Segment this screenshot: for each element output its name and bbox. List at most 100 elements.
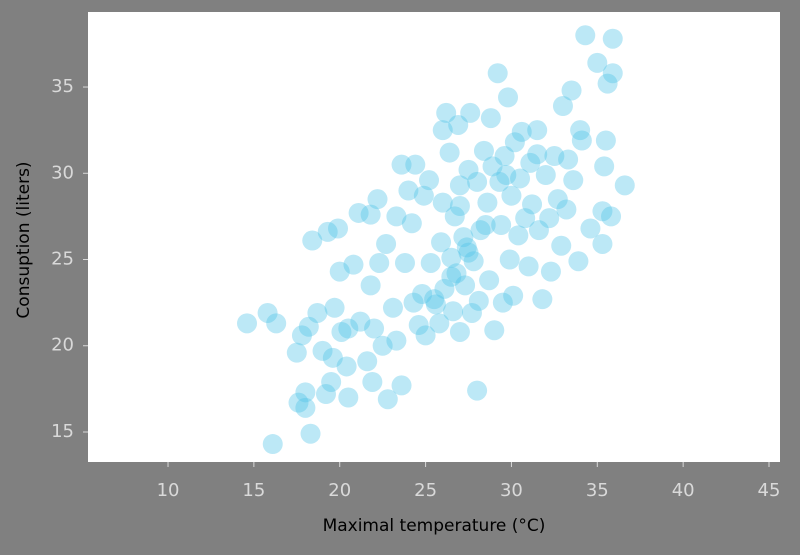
point [487,63,508,84]
point [386,206,407,227]
point [405,154,426,175]
point [494,146,515,167]
y-tick-label: 25 [51,249,74,270]
plot-area [88,12,780,462]
point [300,423,321,444]
point [527,144,548,165]
x-tick-label: 10 [157,480,180,501]
point [398,180,419,201]
point [443,301,464,322]
point [508,225,529,246]
point [528,220,549,241]
point [477,192,498,213]
point [394,252,415,273]
point [343,254,364,275]
point [444,206,465,227]
point [518,256,539,277]
point [262,434,283,455]
x-tick-label: 15 [242,480,265,501]
x-tick-label: 45 [758,480,781,501]
point [408,315,429,336]
point [449,175,470,196]
point [420,252,441,273]
point [467,380,488,401]
point [602,63,623,84]
point [413,185,434,206]
point [360,204,381,225]
point [434,278,455,299]
point [348,202,369,223]
point [547,189,568,210]
point [499,249,520,270]
point [511,121,532,142]
point [504,132,525,153]
point [563,170,584,191]
point [455,275,476,296]
point [594,156,615,177]
point [458,159,479,180]
point [532,289,553,310]
point [587,52,608,73]
point [470,220,491,241]
point [391,154,412,175]
point [575,25,596,46]
point [489,171,510,192]
y-tick-label: 15 [51,421,74,442]
point [601,206,622,227]
point [480,108,501,129]
point [419,170,440,191]
point [568,251,589,272]
point [401,213,422,234]
point [539,208,560,229]
point [266,313,287,334]
point [386,330,407,351]
point [329,261,350,282]
point [382,297,403,318]
point [496,164,517,185]
point [432,192,453,213]
point [377,389,398,410]
point [336,356,357,377]
point [367,189,388,210]
point [461,302,482,323]
x-tick-label: 35 [586,480,609,501]
point [570,120,591,141]
point [492,292,513,313]
point [482,156,503,177]
point [312,340,333,361]
point [515,208,536,229]
point [602,28,623,49]
point [307,302,328,323]
point [498,87,519,108]
point [520,152,541,173]
point [362,371,383,392]
point [376,233,397,254]
point [441,266,462,287]
point [429,313,450,334]
point [391,375,412,396]
point [322,347,343,368]
x-axis-label: Maximal temperature (°C) [323,516,546,536]
point [595,130,616,151]
point [527,120,548,141]
point [317,221,338,242]
point [510,168,531,189]
point [412,284,433,305]
y-tick-label: 35 [51,76,74,97]
point [424,289,445,310]
point [432,120,453,141]
point [364,318,385,339]
point [551,235,572,256]
point [592,233,613,254]
x-tick-label: 30 [500,480,523,501]
point [439,142,460,163]
point [475,215,496,236]
point [484,320,505,341]
point [535,164,556,185]
point [460,102,481,123]
point [522,194,543,215]
point [403,292,424,313]
point [580,218,601,239]
point [291,325,312,346]
point [436,102,457,123]
